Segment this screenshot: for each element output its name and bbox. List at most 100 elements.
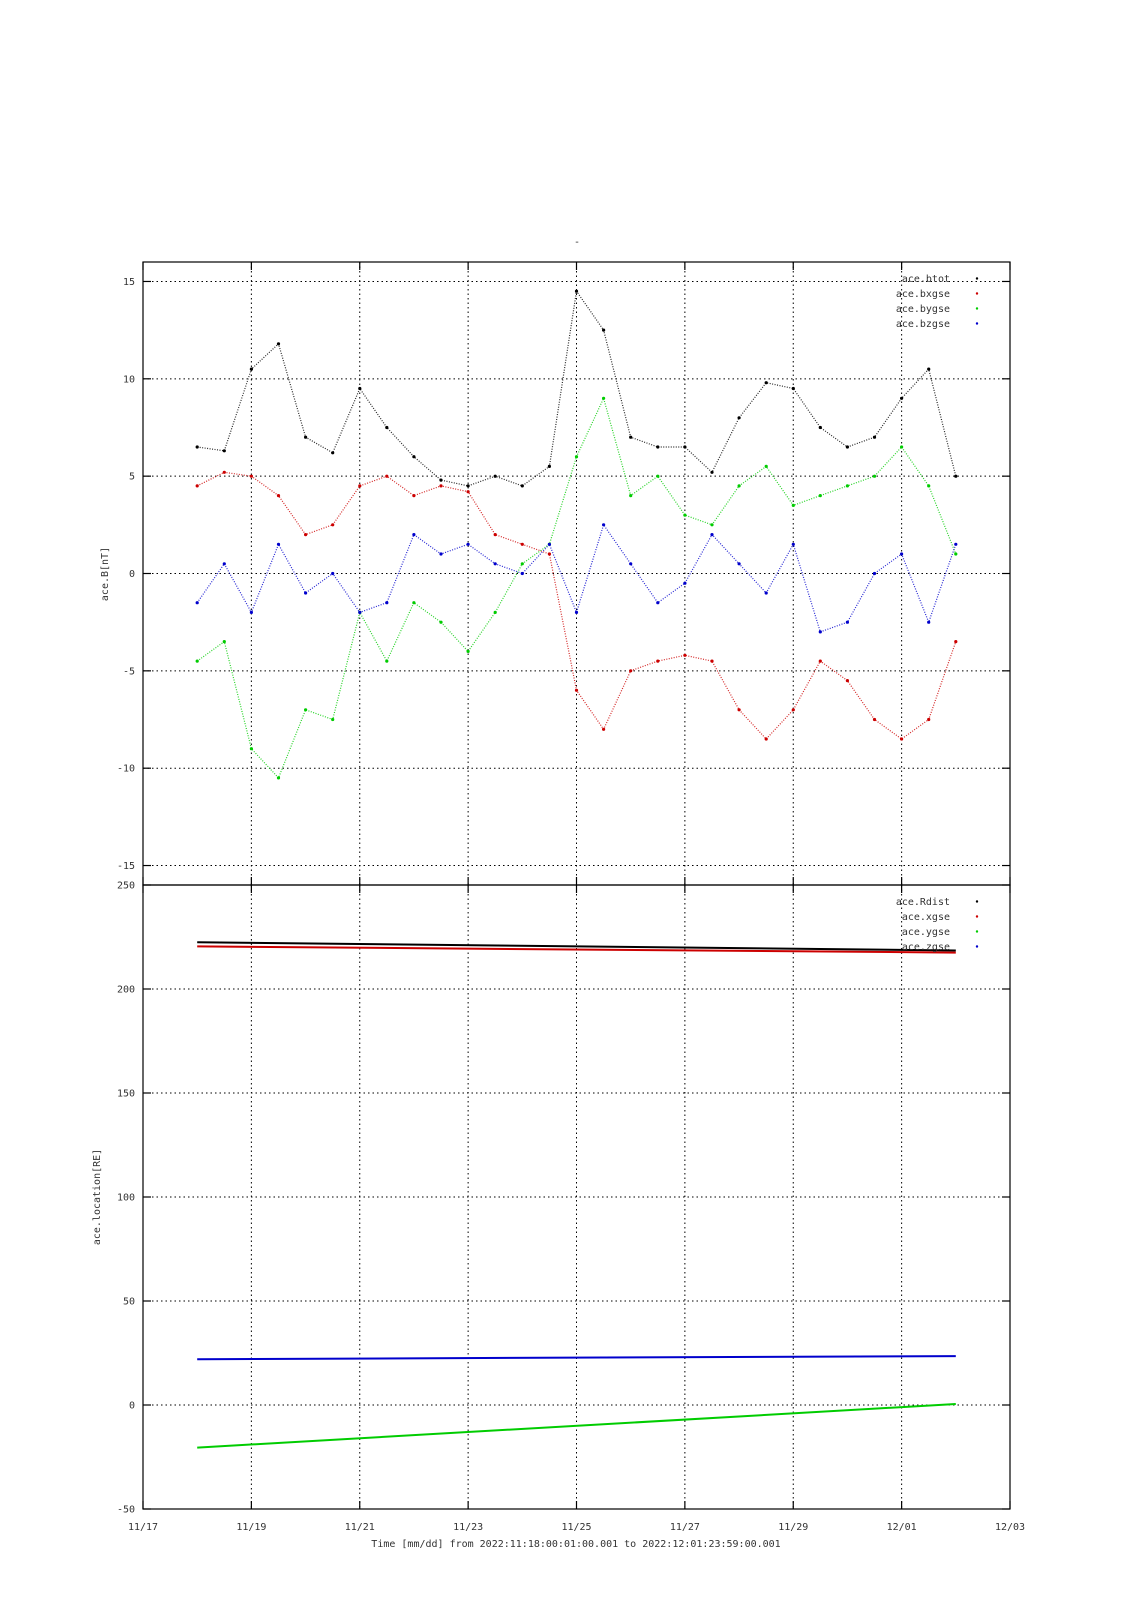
y-tick-label: -50 — [117, 1505, 135, 1516]
data-point-ace.bxgse — [493, 533, 497, 537]
y-tick-label: 250 — [117, 881, 135, 892]
data-point-ace.bzgse — [737, 562, 741, 566]
data-point-ace.btot — [331, 451, 335, 455]
data-point-ace.bygse — [304, 708, 308, 712]
data-point-ace.bygse — [845, 484, 850, 488]
legend-label-ace.xgse: ace.xgse — [902, 912, 950, 923]
bottom-series-lines — [197, 941, 956, 1449]
data-point-ace.bxgse — [304, 533, 308, 537]
data-point-ace.bxgse — [954, 640, 958, 644]
data-point-ace.bzgse — [385, 601, 389, 605]
legend-marker-ace.bygse — [975, 307, 979, 310]
data-point-ace.bzgse — [656, 601, 660, 605]
data-point-ace.bxgse — [520, 542, 524, 546]
series-line-ace.xgse — [197, 945, 956, 954]
location-panel: 11/17 11/19 11/21 11/23 11/25 11/27 11/29 12/01… — [92, 881, 1025, 1551]
legend-label-ace.ygse: ace.ygse — [902, 927, 950, 938]
data-point-ace.bxgse — [385, 474, 389, 478]
data-point-ace.bxgse — [791, 708, 795, 712]
data-point-ace.bzgse — [547, 542, 552, 546]
legend-marker-ace.bxgse — [975, 292, 979, 295]
data-point-ace.bxgse — [656, 659, 660, 663]
data-point-ace.btot — [737, 416, 741, 420]
data-point-ace.bxgse — [466, 490, 470, 494]
data-point-ace.btot — [764, 381, 768, 385]
data-point-ace.btot — [412, 455, 416, 459]
data-point-ace.btot — [629, 435, 633, 439]
y-tick-label: 100 — [117, 1193, 135, 1204]
data-point-ace.btot — [466, 484, 470, 488]
legend-marker-ace.ygse — [975, 930, 979, 933]
bottom-legend: ace.Rdist ace.xgse ace.ygse ace.zgse — [896, 897, 979, 953]
data-point-ace.bzgse — [872, 571, 877, 576]
data-point-ace.bygse — [900, 445, 904, 449]
data-point-ace.btot — [683, 445, 687, 449]
data-point-ace.bygse — [818, 494, 822, 498]
top-y-axis-label: ace.B[nT] — [100, 547, 111, 601]
data-point-ace.bzgse — [791, 542, 795, 546]
data-point-ace.btot — [249, 367, 253, 371]
data-point-ace.bygse — [927, 484, 931, 488]
y-tick-label: -5 — [123, 666, 135, 677]
x-tick-label: 11/19 — [236, 1522, 266, 1533]
legend-label-ace.bygse: ace.bygse — [896, 304, 950, 315]
data-point-ace.btot — [872, 435, 877, 439]
data-point-ace.bygse — [276, 776, 281, 780]
y-tick-label: 5 — [129, 472, 135, 483]
x-tick-label: 11/21 — [345, 1522, 375, 1533]
top-series-points — [195, 289, 958, 780]
data-point-ace.btot — [710, 470, 714, 474]
data-point-ace.btot — [547, 464, 552, 468]
data-point-ace.bygse — [574, 455, 579, 459]
y-tick-label: 0 — [129, 1401, 135, 1412]
top-legend: ace.btot ace.bxgse ace.bygse ace.bzgse — [896, 274, 979, 330]
magnetic-field-panel: -15 -10 -5 0 5 10 15 ace.btot ace.bxgse ace.bygs… — [100, 261, 1011, 886]
x-tick-label: 11/23 — [453, 1522, 483, 1533]
data-point-ace.bzgse — [249, 610, 253, 615]
legend-label-ace.Rdist: ace.Rdist — [896, 897, 950, 908]
data-point-ace.bzgse — [683, 581, 687, 585]
data-point-ace.btot — [954, 474, 958, 478]
data-point-ace.bygse — [493, 610, 497, 615]
data-point-ace.bygse — [222, 640, 226, 644]
data-point-ace.btot — [195, 445, 199, 449]
data-point-ace.bygse — [737, 484, 741, 488]
data-point-ace.btot — [791, 386, 795, 391]
data-point-ace.bxgse — [737, 708, 741, 712]
y-tick-label: 200 — [117, 985, 135, 996]
data-point-ace.bygse — [412, 601, 416, 605]
data-point-ace.bygse — [791, 503, 795, 507]
data-point-ace.btot — [439, 478, 443, 482]
data-point-ace.bygse — [629, 494, 633, 498]
y-tick-label: 15 — [123, 277, 135, 288]
y-tick-label: 50 — [123, 1297, 135, 1308]
data-point-ace.bzgse — [900, 552, 904, 556]
top-gridlines — [143, 262, 1010, 885]
data-point-ace.bygse — [602, 396, 606, 400]
data-point-ace.bygse — [439, 620, 443, 624]
data-point-ace.btot — [845, 445, 850, 449]
data-point-ace.bzgse — [520, 571, 524, 576]
data-point-ace.bxgse — [818, 659, 822, 663]
data-point-ace.btot — [358, 386, 362, 391]
bottom-y-axis-label: ace.location[RE] — [92, 1149, 103, 1245]
data-point-ace.bzgse — [845, 620, 850, 624]
data-point-ace.bxgse — [845, 679, 850, 683]
legend-label-ace.zgse: ace.zgse — [902, 942, 950, 953]
data-point-ace.bygse — [710, 523, 714, 527]
data-point-ace.bygse — [872, 474, 877, 478]
data-point-ace.bzgse — [304, 591, 308, 595]
data-point-ace.btot — [304, 435, 308, 439]
data-point-ace.bxgse — [900, 737, 904, 741]
data-point-ace.btot — [927, 367, 931, 371]
data-point-ace.bygse — [764, 464, 768, 468]
data-point-ace.bxgse — [927, 717, 931, 722]
series-line-ace.Rdist — [197, 941, 956, 952]
data-point-ace.btot — [900, 396, 904, 400]
data-point-ace.bzgse — [927, 620, 931, 624]
data-point-ace.bxgse — [358, 484, 362, 488]
data-point-ace.bxgse — [276, 494, 281, 498]
x-tick-label: 11/27 — [670, 1522, 700, 1533]
data-point-ace.bzgse — [466, 542, 470, 546]
